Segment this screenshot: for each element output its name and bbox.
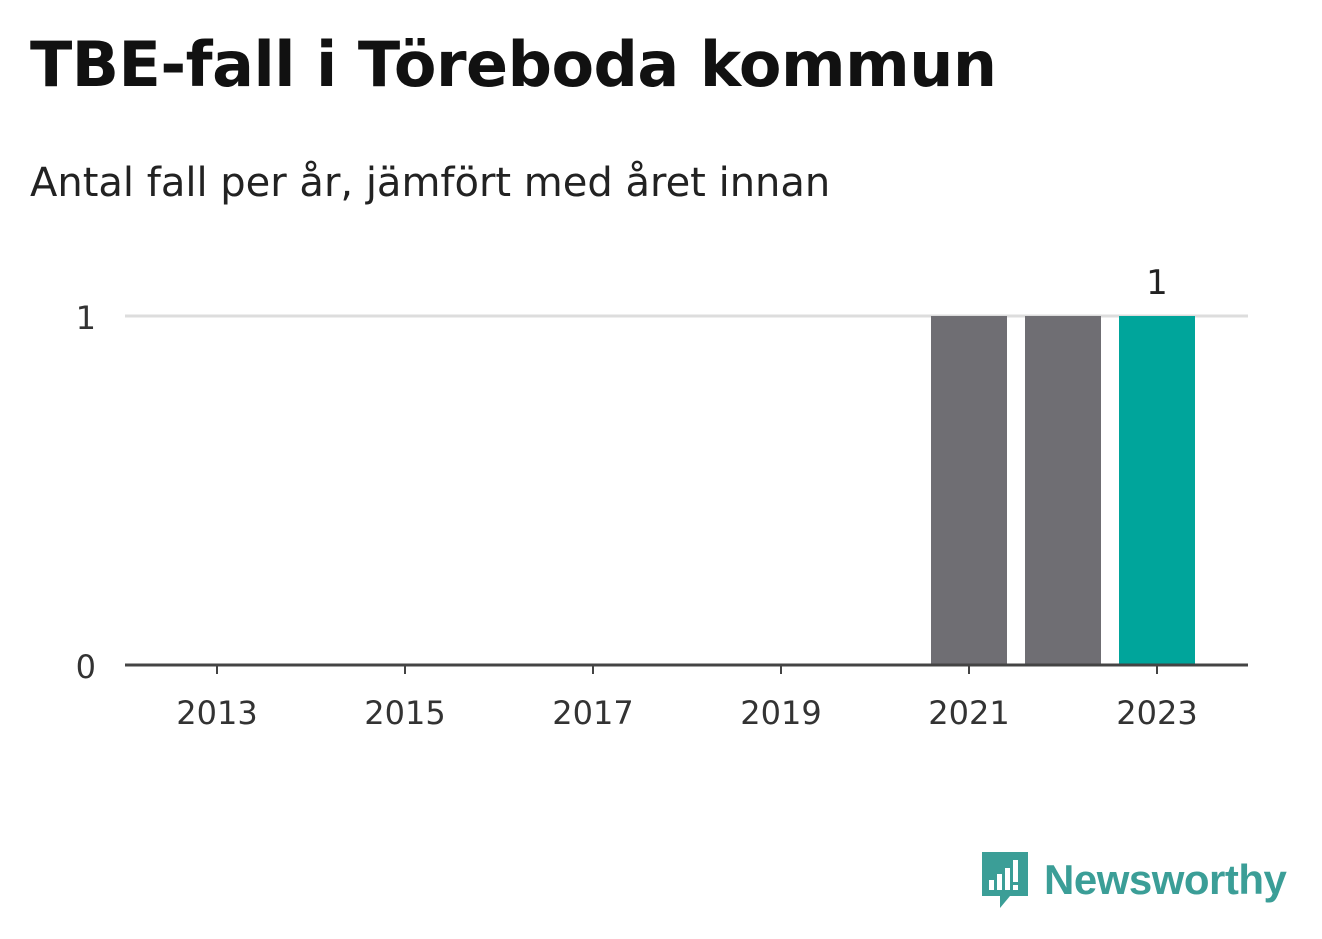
newsworthy-logo: Newsworthy xyxy=(980,848,1287,912)
brand-name: Newsworthy xyxy=(1044,856,1287,903)
x-tick-label-2013: 2013 xyxy=(176,694,257,732)
chart-subtitle: Antal fall per år, jämfört med året inna… xyxy=(30,160,831,206)
bar-2022 xyxy=(1025,316,1101,665)
data-label-2023: 1 xyxy=(1146,263,1168,303)
bar-2023 xyxy=(1119,316,1195,665)
chart-title: TBE-fall i Töreboda kommun xyxy=(30,28,997,101)
bar-chart: 0 1 2013 2015 2017 2019 2021 2023 1 xyxy=(76,263,1248,732)
x-tick-label-2021: 2021 xyxy=(928,694,1009,732)
x-tick-label-2019: 2019 xyxy=(740,694,821,732)
newsworthy-logo-icon xyxy=(982,852,1028,908)
x-tick-label-2015: 2015 xyxy=(364,694,445,732)
y-tick-label-0: 0 xyxy=(76,648,96,686)
bar-2021 xyxy=(931,316,1007,665)
x-tick-label-2023: 2023 xyxy=(1116,694,1197,732)
y-tick-label-1: 1 xyxy=(76,299,96,337)
x-tick-label-2017: 2017 xyxy=(552,694,633,732)
